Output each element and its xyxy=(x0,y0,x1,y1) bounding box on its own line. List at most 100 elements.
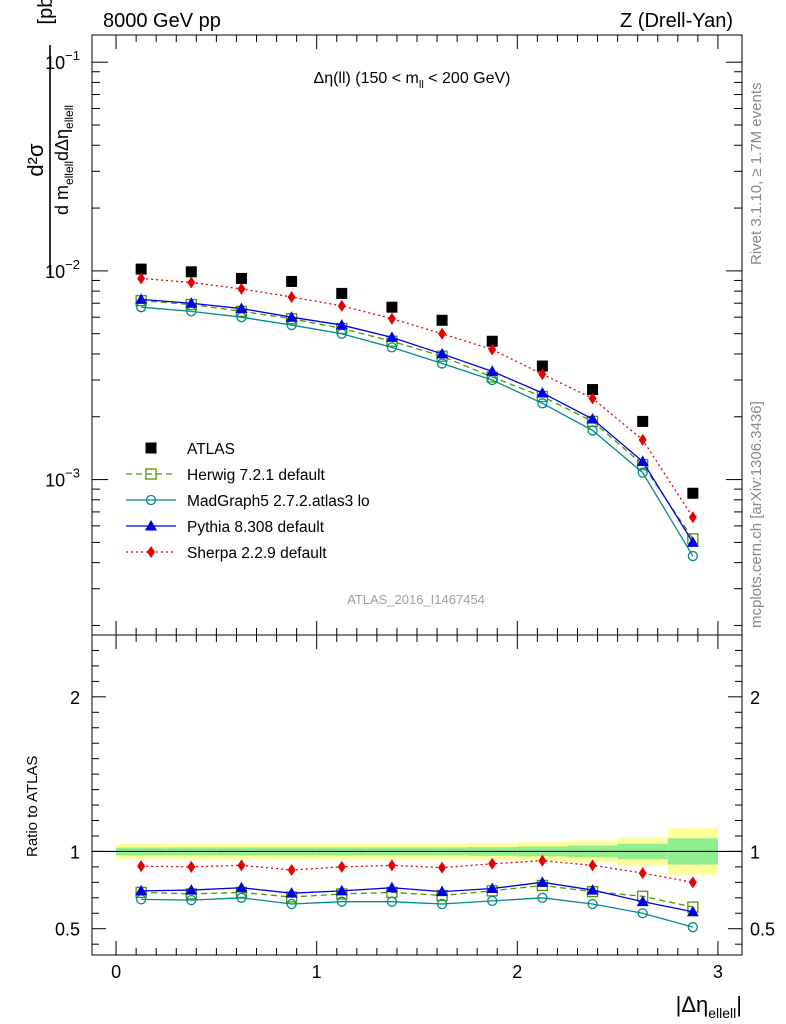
ratio-point-sherpa-2-2-9-default xyxy=(438,861,447,874)
x-axis-label: |Δηellell| xyxy=(676,992,742,1021)
ratio-point-madgraph5-2-7-2-atlas3-lo xyxy=(537,892,548,903)
ratio-series-sherpa-2-2-9-default xyxy=(137,854,697,889)
ratio-y-tick-label: 1 xyxy=(70,842,80,862)
point-atlas xyxy=(687,487,699,499)
point-sherpa-2-2-9-default xyxy=(488,343,497,356)
point-sherpa-2-2-9-default xyxy=(387,312,396,325)
ratio-y-tick-label: 2 xyxy=(70,688,80,708)
ratio-series-pythia-8-308-default xyxy=(135,876,699,917)
point-sherpa-2-2-9-default xyxy=(688,511,697,524)
ratio-point-sherpa-2-2-9-default xyxy=(638,867,647,880)
legend-label: Pythia 8.308 default xyxy=(187,519,325,536)
line-herwig-7-2-1-default xyxy=(141,300,694,540)
y-tick-label: 10−3 xyxy=(45,466,80,491)
point-atlas xyxy=(135,263,147,275)
ratio-axes: 0.5 0.5 1 1 2 2 0 1 2 3 xyxy=(55,635,775,982)
point-pythia-8-308-default xyxy=(686,536,699,547)
ylabel-denominator: d mellelldΔηellell xyxy=(52,105,76,215)
legend-marker xyxy=(145,442,157,454)
ratio-y-tick-label-right: 0.5 xyxy=(750,920,775,940)
point-pythia-8-308-default xyxy=(536,386,549,398)
ratio-point-pythia-8-308-default xyxy=(335,884,348,896)
ratio-point-madgraph5-2-7-2-atlas3-lo xyxy=(386,896,398,907)
x-tick-label: 3 xyxy=(713,962,723,982)
point-pythia-8-308-default xyxy=(436,347,449,359)
point-madgraph5-2-7-2-atlas3-lo xyxy=(587,425,598,436)
point-sherpa-2-2-9-default xyxy=(438,327,447,340)
point-pythia-8-308-default xyxy=(235,302,248,314)
point-pythia-8-308-default xyxy=(185,297,198,308)
main-panel: 10−110−210−3 Δη(ll) (150 < mll < 200 GeV… xyxy=(23,0,743,636)
point-pythia-8-308-default xyxy=(486,365,499,376)
point-sherpa-2-2-9-default xyxy=(287,290,296,303)
point-madgraph5-2-7-2-atlas3-lo xyxy=(436,358,448,369)
x-tick-label: 1 xyxy=(312,962,322,982)
ratio-y-tick-label-right: 1 xyxy=(750,842,760,862)
ratio-point-madgraph5-2-7-2-atlas3-lo xyxy=(236,892,247,903)
point-pythia-8-308-default xyxy=(636,455,649,467)
ratio-point-madgraph5-2-7-2-atlas3-lo xyxy=(687,922,698,933)
ratio-point-madgraph5-2-7-2-atlas3-lo xyxy=(587,898,598,910)
header-right: Z (Drell-Yan) xyxy=(620,10,733,32)
legend-item-pythia-8-308-default: Pythia 8.308 default xyxy=(126,519,325,536)
legend: ATLAS Herwig 7.2.1 default MadGraph5 2.7.2… xyxy=(126,441,370,562)
point-madgraph5-2-7-2-atlas3-lo xyxy=(386,342,398,353)
legend-label: ATLAS xyxy=(187,441,235,458)
point-pythia-8-308-default xyxy=(135,293,148,304)
point-atlas xyxy=(386,301,398,313)
main-axes: 10−110−210−3 xyxy=(45,35,742,635)
ratio-line-sherpa-2-2-9-default xyxy=(141,860,693,883)
ratio-point-sherpa-2-2-9-default xyxy=(237,859,246,872)
series-atlas xyxy=(135,263,699,499)
legend-marker xyxy=(145,520,157,531)
point-sherpa-2-2-9-default xyxy=(187,276,196,289)
legend-item-madgraph5-2-7-2-atlas3-lo: MadGraph5 2.7.2.atlas3 lo xyxy=(126,493,370,510)
ratio-point-sherpa-2-2-9-default xyxy=(337,860,346,873)
ylabel-unit: [pb/GeV] xyxy=(35,0,57,24)
point-sherpa-2-2-9-default xyxy=(588,392,597,405)
legend-label: Herwig 7.2.1 default xyxy=(187,467,326,484)
x-tick-label: 0 xyxy=(111,962,121,982)
ratio-ylabel: Ratio to ATLAS xyxy=(24,756,41,857)
point-atlas xyxy=(637,415,649,427)
point-atlas xyxy=(436,314,448,326)
legend-item-herwig-7-2-1-default: Herwig 7.2.1 default xyxy=(126,467,326,484)
point-pythia-8-308-default xyxy=(285,311,298,322)
legend-marker xyxy=(145,468,157,480)
point-pythia-8-308-default xyxy=(385,331,398,342)
ratio-point-pythia-8-308-default xyxy=(185,884,198,895)
main-ylabel: d²σ d mellelldΔηellell [pb/GeV] xyxy=(23,0,76,275)
point-madgraph5-2-7-2-atlas3-lo xyxy=(537,398,548,409)
ratio-point-sherpa-2-2-9-default xyxy=(287,863,296,876)
ratio-point-pythia-8-308-default xyxy=(436,885,449,897)
ratio-point-sherpa-2-2-9-default xyxy=(137,860,146,873)
ratio-point-pythia-8-308-default xyxy=(636,895,649,907)
ratio-series-layer xyxy=(92,828,742,933)
point-atlas xyxy=(486,335,498,347)
series-sherpa-2-2-9-default xyxy=(137,272,697,524)
series-pythia-8-308-default xyxy=(135,293,699,547)
ratio-point-madgraph5-2-7-2-atlas3-lo xyxy=(186,894,197,906)
ratio-panel: 0.5 0.5 1 1 2 2 0 1 2 3 Ratio to ATLAS |Δηellell| xyxy=(24,634,775,1021)
ratio-y-tick-label: 0.5 xyxy=(55,920,80,940)
point-madgraph5-2-7-2-atlas3-lo xyxy=(687,550,698,562)
ratio-point-madgraph5-2-7-2-atlas3-lo xyxy=(436,898,448,910)
main-series-layer xyxy=(135,263,699,562)
legend-label: MadGraph5 2.7.2.atlas3 lo xyxy=(187,493,370,510)
point-sherpa-2-2-9-default xyxy=(638,433,647,446)
legend-label: Sherpa 2.2.9 default xyxy=(187,545,327,562)
ratio-point-madgraph5-2-7-2-atlas3-lo xyxy=(286,898,297,910)
ratio-point-pythia-8-308-default xyxy=(586,884,599,895)
rivet-version-text: Rivet 3.1.10, ≥ 1.7M events xyxy=(748,83,765,266)
ratio-frame xyxy=(91,634,743,956)
point-atlas xyxy=(286,275,298,287)
mcplots-reference-text: mcplots.cern.ch [arXiv:1306.3436] xyxy=(748,401,765,628)
legend-marker xyxy=(145,494,157,506)
legend-item-sherpa-2-2-9-default: Sherpa 2.2.9 default xyxy=(126,545,327,562)
ratio-point-pythia-8-308-default xyxy=(135,884,148,896)
ratio-point-sherpa-2-2-9-default xyxy=(488,857,497,870)
legend-marker xyxy=(147,546,155,558)
line-sherpa-2-2-9-default xyxy=(141,277,694,518)
point-pythia-8-308-default xyxy=(586,413,599,424)
